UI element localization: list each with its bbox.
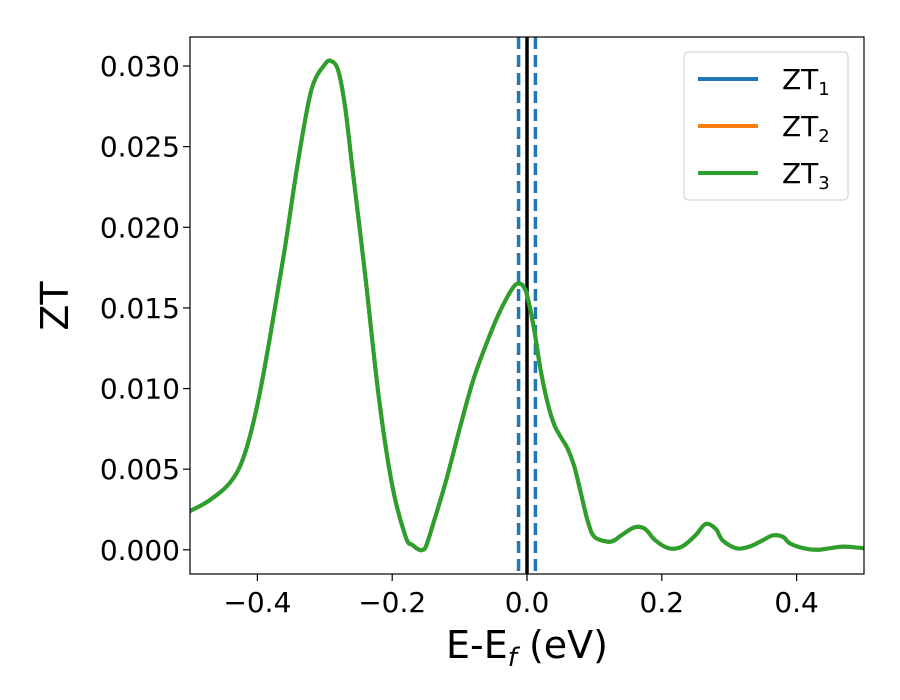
series-layer xyxy=(190,58,864,553)
y-axis-title: ZT xyxy=(33,281,77,331)
legend-box xyxy=(683,51,849,201)
x-tick-label: −0.4 xyxy=(223,586,291,619)
x-axis-title: E-Ef (eV) xyxy=(446,623,608,673)
x-tick-label: 0.0 xyxy=(505,586,550,619)
y-tick-label: 0.030 xyxy=(100,50,180,83)
y-axis: 0.000 0.005 0.010 0.015 0.020 0.025 0.030 xyxy=(100,50,190,567)
y-tick-label: 0.015 xyxy=(100,292,180,325)
legend: ZT1 ZT2 ZT3 xyxy=(683,51,849,201)
x-tick-label: 0.4 xyxy=(774,586,819,619)
y-tick-label: 0.020 xyxy=(100,211,180,244)
y-tick-label: 0.005 xyxy=(100,453,180,486)
y-tick-label: 0.025 xyxy=(100,131,180,164)
x-axis: −0.4 −0.2 0.0 0.2 0.4 xyxy=(223,574,819,619)
series-line-zt3 xyxy=(190,58,864,553)
legend-label-zt1: ZT1 xyxy=(782,63,830,100)
y-tick-label: 0.010 xyxy=(100,373,180,406)
legend-label-zt3: ZT3 xyxy=(782,157,830,194)
y-tick-label: 0.000 xyxy=(100,534,180,567)
legend-label-zt2: ZT2 xyxy=(782,110,830,147)
reference-lines xyxy=(516,37,538,574)
x-tick-label: −0.2 xyxy=(358,586,426,619)
x-tick-label: 0.2 xyxy=(640,586,685,619)
